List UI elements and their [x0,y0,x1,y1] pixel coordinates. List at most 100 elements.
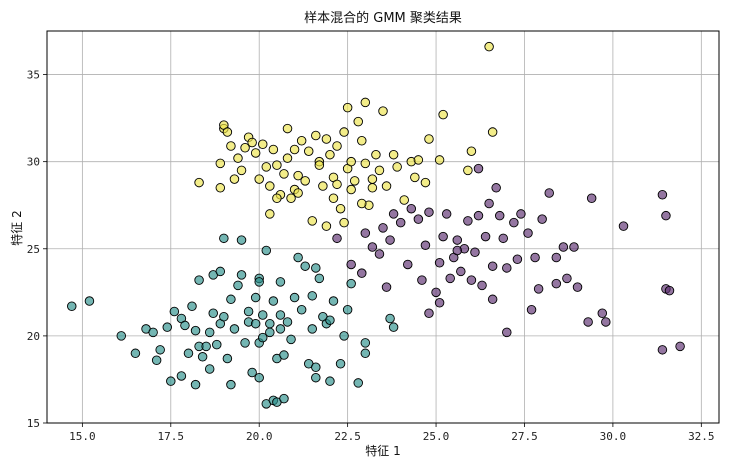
scatter-point [190,379,201,390]
scatter-point [233,280,243,291]
scatter-point [339,217,349,228]
scatter-point [296,136,307,146]
scatter-point [257,310,268,320]
scatter-point [661,210,671,221]
scatter-point [162,322,173,332]
scatter-point [261,162,272,172]
x-tick-label: 32.5 [688,430,715,443]
scatter-point [420,240,431,251]
scatter-point [360,228,371,238]
scatter-point [250,148,261,158]
scatter-point [342,305,353,315]
scatter-point [339,127,349,137]
scatter-point [215,266,226,277]
scatter-point [353,116,363,127]
scatter-point [226,294,236,305]
cluster-series-0 [67,233,399,409]
scatter-point [494,210,505,221]
scatter-point [586,193,597,204]
scatter-point [194,275,204,285]
scatter-point [346,278,356,289]
scatter-point [487,261,498,271]
scatter-point [357,268,367,278]
scatter-point [537,214,547,224]
scatter-point [155,345,165,355]
scatter-point [219,233,229,244]
scatter-points [67,41,685,409]
scatter-point [265,181,275,191]
scatter-point [357,198,367,209]
scatter-point [385,313,395,324]
x-tick-label: 25.0 [423,430,450,443]
scatter-point [204,364,215,374]
scatter-point [169,306,180,317]
scatter-point [201,341,211,352]
scatter-point [321,134,332,144]
scatter-point [247,137,257,148]
scatter-point [530,252,540,263]
scatter-point [374,165,385,176]
scatter-point [562,273,572,284]
scatter-point [434,155,445,165]
scatter-point [509,217,519,228]
scatter-point [332,141,342,151]
scatter-point [675,341,685,352]
scatter-point [180,320,190,331]
scatter-point [257,139,268,149]
y-tick-label: 30 [27,156,40,169]
scatter-point [463,216,473,226]
scatter-point [282,317,293,327]
scatter-point [321,221,332,231]
scatter-point [84,296,95,306]
x-tick-label: 15.0 [69,430,96,443]
scatter-point [222,353,233,364]
scatter-point [293,252,303,263]
scatter-point [307,324,318,334]
scatter-point [250,292,261,303]
scatter-point [434,298,445,308]
scatter-point [395,217,406,228]
scatter-point [279,169,289,179]
x-tick-label: 27.5 [511,430,538,443]
scatter-point [452,235,463,245]
scatter-point [477,280,487,291]
scatter-point [526,305,537,315]
scatter-point [470,247,480,258]
scatter-point [385,235,395,245]
scatter-point [597,308,608,318]
scatter-point [502,263,512,273]
scatter-point [307,291,318,301]
scatter-point [272,160,282,170]
scatter-point [226,141,236,151]
scatter-point [332,233,342,244]
scatter-point [388,149,399,160]
scatter-point [311,263,321,273]
scatter-point [424,308,434,318]
scatter-point [240,338,250,348]
scatter-point [289,144,300,155]
scatter-point [257,332,268,343]
plot-frame [46,30,720,424]
scatter-point [367,183,378,193]
scatter-point [279,393,289,404]
scatter-point [491,183,501,193]
scatter-point [551,252,562,263]
scatter-point [452,245,463,256]
scatter-point [502,327,512,338]
scatter-point [272,193,282,204]
scatter-point [300,261,310,271]
scatter-point [293,170,303,181]
scatter-point [339,331,349,341]
scatter-point [360,338,371,348]
scatter-point [286,193,296,204]
scatter-point [346,259,356,270]
scatter-point [406,203,417,214]
scatter-point [265,318,275,329]
scatter-point [116,331,127,341]
scatter-point [261,245,272,256]
x-tick-label: 30.0 [600,430,627,443]
x-axis-label: 特征 1 [365,443,400,458]
scatter-point [569,242,579,252]
scatter-point [197,352,208,362]
